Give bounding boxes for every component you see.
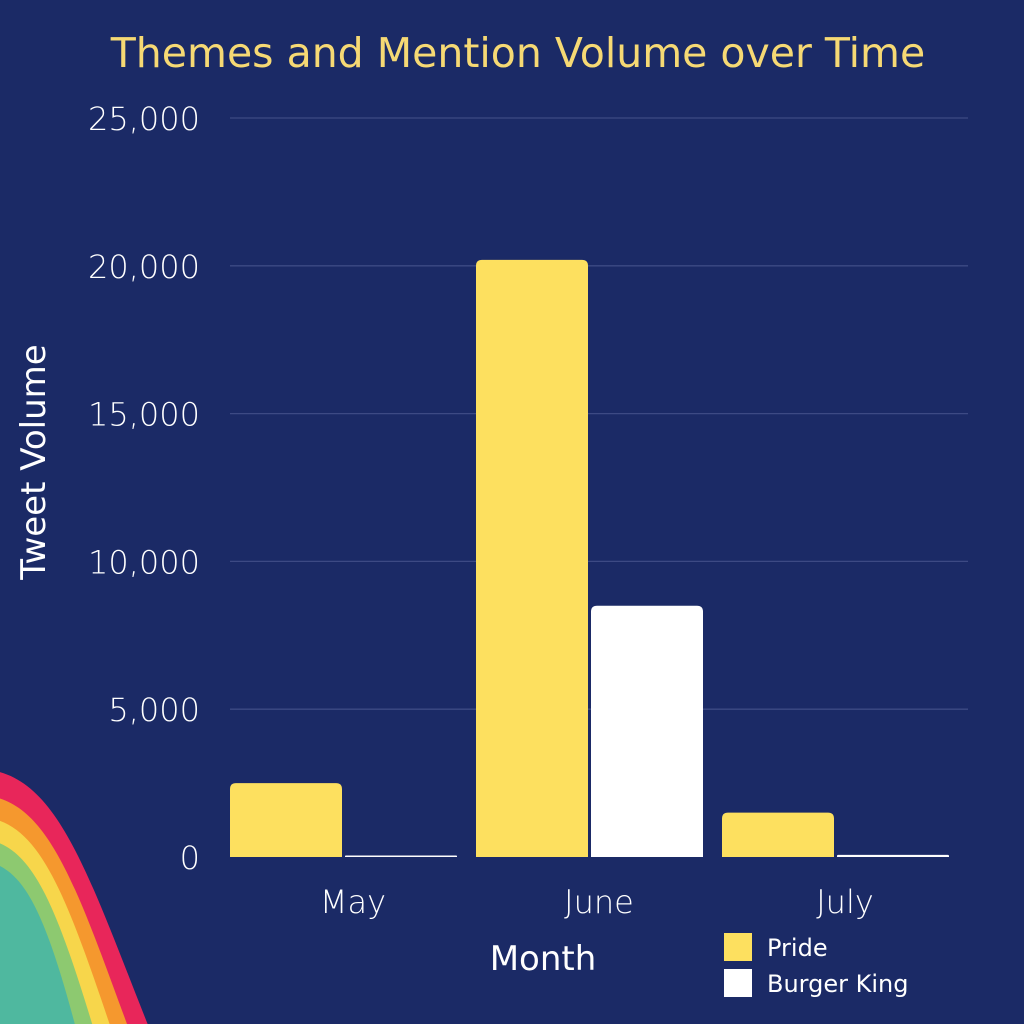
rainbow-band — [0, 866, 75, 1024]
legend-swatch — [724, 969, 752, 997]
y-tick-label: 0 — [180, 839, 200, 877]
x-axis-ticks: May June July — [320, 883, 874, 921]
x-axis-label: Month — [490, 939, 597, 979]
rainbow-wave-decoration — [0, 772, 148, 1024]
y-tick-label: 25,000 — [88, 100, 200, 138]
legend-label: Burger King — [767, 970, 908, 998]
legend-swatch — [724, 933, 752, 961]
legend: Pride Burger King — [724, 933, 908, 998]
bar-burger-king-july — [837, 854, 949, 857]
bar-burger-king-june — [591, 605, 703, 857]
x-tick-label: July — [816, 883, 874, 921]
y-axis-label: Tweet Volume — [14, 344, 54, 580]
x-tick-label: June — [564, 883, 634, 921]
chart-title: Themes and Mention Volume over Time — [110, 29, 925, 77]
gridlines — [230, 117, 968, 710]
y-tick-label: 5,000 — [108, 691, 200, 729]
x-tick-label: May — [320, 883, 386, 921]
y-tick-label: 15,000 — [88, 396, 200, 434]
y-tick-label: 20,000 — [88, 248, 200, 286]
y-axis-ticks: 0 5,000 10,000 15,000 20,000 25,000 — [88, 100, 200, 877]
y-tick-label: 10,000 — [88, 543, 200, 581]
bar-pride-june — [476, 259, 588, 857]
legend-label: Pride — [767, 934, 828, 962]
bars — [230, 259, 949, 857]
bar-pride-may — [230, 783, 342, 857]
bar-burger-king-may — [345, 855, 457, 857]
bar-pride-july — [722, 812, 834, 857]
